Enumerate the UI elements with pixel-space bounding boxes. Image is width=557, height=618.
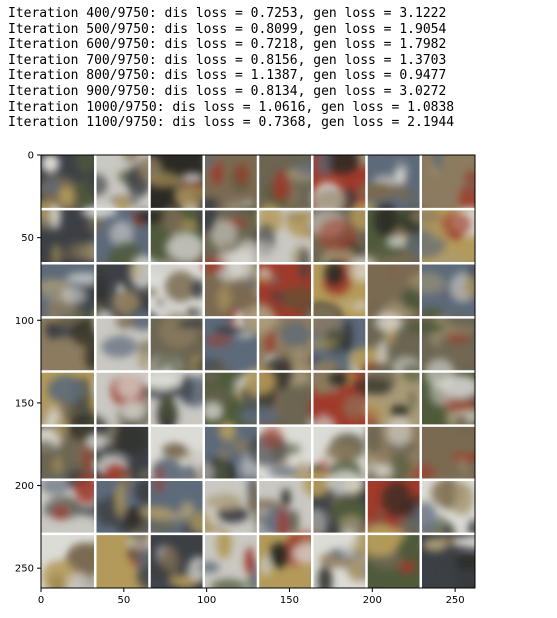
tile-separators [41, 155, 475, 588]
tile-texture [422, 518, 475, 588]
sample-tile [411, 475, 475, 548]
sample-tile [407, 207, 475, 271]
sample-tile [145, 260, 206, 327]
sample-tile [420, 518, 475, 588]
x-tick-label: 0 [38, 595, 44, 606]
sample-tile [144, 365, 215, 433]
tile-texture [360, 415, 415, 482]
sample-tile [420, 155, 475, 214]
x-tick-label: 100 [197, 595, 216, 606]
tile-texture [136, 545, 210, 588]
sample-tile [247, 479, 313, 543]
sample-tile [136, 533, 210, 588]
log-line: Iteration 1000/9750: dis loss = 1.0616, … [8, 99, 455, 115]
x-tick-label: 50 [117, 595, 130, 606]
x-tick-label: 250 [446, 595, 465, 606]
log-line: Iteration 700/9750: dis loss = 0.8156, g… [8, 52, 447, 68]
tile-texture [407, 207, 475, 271]
tile-texture [303, 469, 369, 539]
tile-texture [152, 429, 218, 484]
x-axis: 0 50 100 150 200 250 [38, 588, 465, 606]
y-tick-label: 100 [15, 316, 34, 327]
log-line: Iteration 1100/9750: dis loss = 0.7368, … [8, 115, 455, 131]
sample-tile [258, 155, 327, 210]
sample-tile [41, 413, 108, 480]
sample-tile [408, 263, 475, 322]
x-tick-label: 200 [363, 595, 382, 606]
tile-texture [41, 375, 94, 439]
y-tick-label: 200 [15, 481, 34, 492]
sample-tile [95, 471, 159, 537]
log-line: Iteration 500/9750: dis loss = 0.8099, g… [8, 21, 447, 37]
log-line: Iteration 600/9750: dis loss = 0.7218, g… [8, 37, 447, 53]
axes-frame [40, 154, 476, 589]
y-axis: 0 50 100 150 200 250 [15, 151, 41, 575]
sample-tile [84, 423, 153, 491]
y-tick-label: 0 [28, 151, 34, 162]
sample-tile [201, 155, 258, 211]
tile-texture [84, 423, 153, 491]
sample-tile [199, 529, 265, 588]
sample-tile [94, 255, 157, 320]
y-tick-label: 50 [21, 233, 34, 244]
tile-texture [416, 414, 475, 494]
y-tick-label: 250 [15, 564, 34, 575]
log-line: Iteration 900/9750: dis loss = 0.8134, g… [8, 83, 447, 99]
y-tick-label: 150 [15, 398, 34, 409]
log-line: Iteration 400/9750: dis loss = 0.7253, g… [8, 6, 447, 21]
sample-tile [416, 414, 475, 494]
tile-texture [431, 155, 475, 214]
sample-tile [201, 249, 266, 318]
notebook-output-log: Iteration 400/9750: dis loss = 0.7253, g… [8, 6, 454, 131]
sample-tile [303, 469, 369, 539]
tile-texture [41, 413, 108, 476]
x-tick-label: 150 [280, 595, 299, 606]
tile-texture [408, 265, 475, 322]
tile-texture [201, 156, 255, 211]
log-line: Iteration 800/9750: dis loss = 1.1387, g… [8, 68, 447, 84]
